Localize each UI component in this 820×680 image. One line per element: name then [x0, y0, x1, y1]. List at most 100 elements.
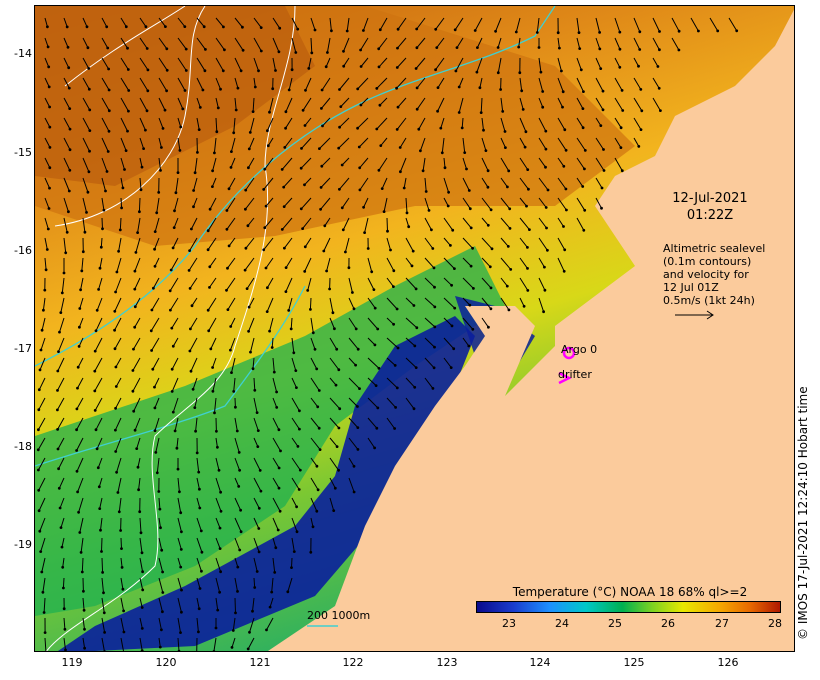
velocity-arrow-head: [366, 247, 370, 250]
velocity-arrow: [63, 217, 68, 233]
velocity-arrow: [196, 517, 202, 532]
velocity-arrow: [253, 377, 256, 391]
velocity-arrow: [367, 437, 376, 449]
velocity-arrow-head: [150, 349, 153, 352]
velocity-arrow: [139, 137, 145, 149]
velocity-arrow-head: [211, 366, 215, 369]
velocity-arrow-head: [106, 150, 110, 153]
velocity-arrow-head: [468, 303, 472, 307]
velocity-arrow-head: [640, 109, 644, 113]
velocity-arrow-head: [352, 490, 356, 494]
velocity-arrow: [386, 357, 396, 366]
velocity-arrow-head: [658, 48, 661, 52]
velocity-arrow-head: [414, 287, 418, 291]
velocity-arrow: [339, 77, 350, 90]
velocity-arrow: [266, 117, 274, 131]
velocity-arrow-head: [56, 447, 60, 451]
velocity-arrow: [169, 297, 179, 311]
velocity-arrow: [652, 77, 660, 89]
velocity-arrow: [63, 37, 69, 48]
velocity-arrow: [196, 557, 202, 572]
velocity-arrow-head: [77, 510, 80, 514]
velocity-arrow-head: [66, 45, 70, 49]
velocity-arrow-head: [77, 345, 81, 348]
velocity-arrow-head: [180, 530, 183, 534]
velocity-arrow: [230, 137, 236, 152]
velocity-arrow: [44, 257, 47, 270]
velocity-arrow-head: [294, 51, 298, 54]
velocity-arrow: [309, 297, 312, 310]
velocity-arrow-head: [140, 649, 144, 651]
velocity-arrow-head: [337, 368, 341, 372]
velocity-arrow-head: [449, 366, 453, 369]
velocity-arrow-head: [244, 207, 247, 211]
velocity-arrow: [98, 477, 103, 487]
velocity-arrow: [595, 57, 602, 69]
velocity-arrow: [233, 117, 236, 133]
velocity-arrow: [500, 137, 506, 148]
velocity-arrow: [101, 637, 105, 651]
velocity-arrow-head: [433, 325, 437, 329]
velocity-arrow: [101, 597, 105, 613]
velocity-arrow-head: [407, 225, 411, 229]
velocity-arrow-head: [215, 429, 218, 433]
velocity-arrow: [291, 397, 300, 412]
velocity-arrow: [576, 77, 584, 92]
velocity-arrow: [231, 637, 236, 648]
velocity-arrow: [62, 557, 65, 568]
velocity-arrow-head: [337, 426, 341, 430]
velocity-arrow: [44, 117, 51, 128]
velocity-arrow: [82, 197, 87, 213]
velocity-arrow-head: [141, 588, 145, 592]
velocity-arrow-head: [238, 468, 242, 472]
velocity-arrow: [234, 57, 242, 72]
velocity-arrow-head: [338, 88, 341, 91]
velocity-arrow: [576, 117, 584, 128]
velocity-arrow: [614, 137, 622, 148]
velocity-arrow: [291, 417, 300, 430]
velocity-arrow-head: [262, 188, 266, 191]
velocity-arrow: [234, 477, 240, 487]
velocity-arrow-head: [601, 89, 605, 93]
velocity-arrow-head: [581, 107, 585, 110]
velocity-arrow-head: [263, 226, 267, 230]
velocity-arrow: [196, 477, 200, 490]
velocity-arrow-head: [499, 88, 502, 91]
velocity-arrow-head: [48, 166, 52, 170]
velocity-arrow-head: [274, 546, 278, 550]
velocity-arrow-head: [113, 328, 116, 332]
velocity-arrow-head: [226, 266, 229, 270]
velocity-arrow: [481, 157, 489, 171]
velocity-arrow-head: [257, 506, 261, 510]
velocity-arrow: [272, 437, 281, 452]
velocity-arrow-head: [150, 308, 154, 312]
velocity-arrow-head: [351, 291, 354, 294]
velocity-arrow-head: [431, 247, 435, 250]
velocity-arrow: [310, 37, 313, 53]
velocity-arrow-head: [213, 151, 216, 155]
velocity-arrow-head: [274, 69, 277, 72]
velocity-arrow: [500, 197, 511, 210]
velocity-arrow-head: [133, 287, 137, 291]
velocity-arrow: [538, 197, 547, 208]
velocity-arrow-head: [265, 310, 269, 313]
velocity-arrow: [348, 277, 353, 293]
velocity-arrow-head: [230, 371, 233, 374]
velocity-arrow-head: [378, 28, 382, 32]
velocity-arrow-head: [582, 228, 586, 232]
velocity-arrow-head: [525, 204, 528, 208]
velocity-arrow-head: [190, 304, 194, 308]
velocity-arrow-head: [238, 548, 242, 552]
velocity-arrow: [538, 277, 546, 291]
velocity-arrow-head: [413, 385, 417, 389]
velocity-arrow: [177, 597, 182, 613]
velocity-arrow: [424, 257, 435, 269]
velocity-arrow: [115, 397, 122, 409]
velocity-arrow: [212, 377, 217, 392]
velocity-arrow-head: [342, 49, 345, 53]
velocity-arrow-head: [178, 149, 182, 152]
velocity-arrow: [196, 77, 204, 91]
velocity-arrow-head: [488, 265, 492, 269]
velocity-arrow: [481, 177, 489, 188]
velocity-arrow: [173, 217, 179, 228]
